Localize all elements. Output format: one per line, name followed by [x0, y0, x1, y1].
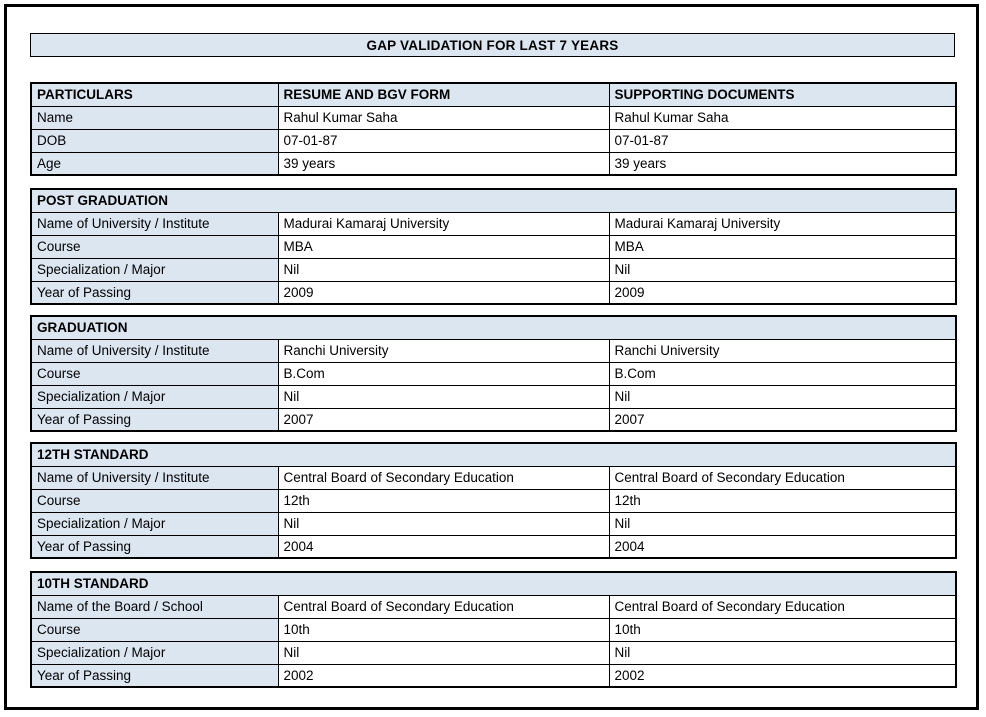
row-label-cell: Course: [30, 361, 279, 386]
resume-value-cell: Central Board of Secondary Education: [277, 465, 610, 490]
supporting-value-cell: Rahul Kumar Saha: [608, 105, 957, 130]
supporting-value-cell: Madurai Kamaraj University: [608, 211, 957, 236]
section-header-row: 12TH STANDARD: [30, 442, 957, 467]
supporting-value-cell: 2002: [608, 663, 957, 688]
row-label-cell: Course: [30, 234, 279, 259]
column-header-supporting: SUPPORTING DOCUMENTS: [608, 82, 957, 107]
section-header-12th-standard: 12TH STANDARD: [30, 442, 957, 467]
section-header-10th-standard: 10TH STANDARD: [30, 571, 957, 596]
table-row-specialization: Specialization / Major Nil Nil: [30, 640, 957, 665]
supporting-value-cell: 07-01-87: [608, 128, 957, 153]
table-row-university: Name of University / Institute Ranchi Un…: [30, 338, 957, 363]
resume-value-cell: Madurai Kamaraj University: [277, 211, 610, 236]
row-label-cell: Year of Passing: [30, 663, 279, 688]
tenth-standard-table: 10TH STANDARD Name of the Board / School…: [30, 571, 957, 688]
table-row-age: Age 39 years 39 years: [30, 151, 957, 176]
supporting-value-cell: 2007: [608, 407, 957, 432]
resume-value-cell: Nil: [277, 640, 610, 665]
row-label-cell: Year of Passing: [30, 534, 279, 559]
row-label-cell: Specialization / Major: [30, 384, 279, 409]
resume-value-cell: Nil: [277, 384, 610, 409]
resume-value-cell: 2002: [277, 663, 610, 688]
supporting-value-cell: Nil: [608, 257, 957, 282]
document-content: GAP VALIDATION FOR LAST 7 YEARS PARTICUL…: [30, 33, 958, 688]
graduation-table: GRADUATION Name of University / Institut…: [30, 315, 958, 432]
column-header-row: PARTICULARS RESUME AND BGV FORM SUPPORTI…: [30, 82, 957, 107]
table-row-year: Year of Passing 2007 2007: [30, 407, 957, 432]
table-row-university: Name of University / Institute Central B…: [30, 465, 957, 490]
table-row-year: Year of Passing 2009 2009: [30, 280, 957, 305]
resume-value-cell: 39 years: [277, 151, 610, 176]
supporting-value-cell: 2004: [608, 534, 957, 559]
column-header-particulars: PARTICULARS: [30, 82, 279, 107]
supporting-value-cell: Nil: [608, 511, 957, 536]
table-row-name: Name Rahul Kumar Saha Rahul Kumar Saha: [30, 105, 957, 130]
supporting-value-cell: 2009: [608, 280, 957, 305]
resume-value-cell: 2007: [277, 407, 610, 432]
row-label-cell: Age: [30, 151, 279, 176]
table-row-course: Course 12th 12th: [30, 488, 957, 513]
supporting-value-cell: Nil: [608, 384, 957, 409]
resume-value-cell: 10th: [277, 617, 610, 642]
table-row-university: Name of University / Institute Madurai K…: [30, 211, 957, 236]
resume-value-cell: MBA: [277, 234, 610, 259]
section-header-post-graduation: POST GRADUATION: [30, 188, 957, 213]
row-label-cell: Specialization / Major: [30, 257, 279, 282]
row-label-cell: DOB: [30, 128, 279, 153]
document-title-text: GAP VALIDATION FOR LAST 7 YEARS: [366, 37, 619, 53]
table-row-course: Course 10th 10th: [30, 617, 957, 642]
row-label-cell: Name of the Board / School: [30, 594, 279, 619]
row-label-cell: Course: [30, 617, 279, 642]
resume-value-cell: B.Com: [277, 361, 610, 386]
document-title: GAP VALIDATION FOR LAST 7 YEARS: [30, 33, 955, 57]
column-header-resume: RESUME AND BGV FORM: [277, 82, 610, 107]
resume-value-cell: 07-01-87: [277, 128, 610, 153]
table-row-dob: DOB 07-01-87 07-01-87: [30, 128, 957, 153]
row-label-cell: Course: [30, 488, 279, 513]
resume-value-cell: Ranchi University: [277, 338, 610, 363]
resume-value-cell: 2009: [277, 280, 610, 305]
section-header-row: GRADUATION: [30, 315, 957, 340]
supporting-value-cell: B.Com: [608, 361, 957, 386]
row-label-cell: Name of University / Institute: [30, 338, 279, 363]
row-label-cell: Year of Passing: [30, 280, 279, 305]
resume-value-cell: 2004: [277, 534, 610, 559]
table-row-course: Course B.Com B.Com: [30, 361, 957, 386]
section-header-row: POST GRADUATION: [30, 188, 957, 213]
resume-value-cell: 12th: [277, 488, 610, 513]
supporting-value-cell: MBA: [608, 234, 957, 259]
supporting-value-cell: Central Board of Secondary Education: [608, 465, 957, 490]
table-row-year: Year of Passing 2004 2004: [30, 534, 957, 559]
table-row-course: Course MBA MBA: [30, 234, 957, 259]
row-label-cell: Name of University / Institute: [30, 211, 279, 236]
table-row-specialization: Specialization / Major Nil Nil: [30, 257, 957, 282]
row-label-cell: Specialization / Major: [30, 511, 279, 536]
row-label-cell: Specialization / Major: [30, 640, 279, 665]
table-row-specialization: Specialization / Major Nil Nil: [30, 384, 957, 409]
supporting-value-cell: 39 years: [608, 151, 957, 176]
supporting-value-cell: Nil: [608, 640, 957, 665]
twelfth-standard-table: 12TH STANDARD Name of University / Insti…: [30, 442, 957, 559]
row-label-cell: Name of University / Institute: [30, 465, 279, 490]
section-header-graduation: GRADUATION: [30, 315, 957, 340]
table-row-year: Year of Passing 2002 2002: [30, 663, 957, 688]
supporting-value-cell: Ranchi University: [608, 338, 957, 363]
row-label-cell: Name: [30, 105, 279, 130]
supporting-value-cell: 12th: [608, 488, 957, 513]
table-row-board: Name of the Board / School Central Board…: [30, 594, 957, 619]
resume-value-cell: Nil: [277, 257, 610, 282]
table-row-specialization: Specialization / Major Nil Nil: [30, 511, 957, 536]
supporting-value-cell: 10th: [608, 617, 957, 642]
resume-value-cell: Central Board of Secondary Education: [277, 594, 610, 619]
post-graduation-table: POST GRADUATION Name of University / Ins…: [30, 188, 958, 305]
supporting-value-cell: Central Board of Secondary Education: [608, 594, 957, 619]
section-header-row: 10TH STANDARD: [30, 571, 957, 596]
personal-details-table: PARTICULARS RESUME AND BGV FORM SUPPORTI…: [30, 82, 957, 176]
row-label-cell: Year of Passing: [30, 407, 279, 432]
resume-value-cell: Nil: [277, 511, 610, 536]
resume-value-cell: Rahul Kumar Saha: [277, 105, 610, 130]
